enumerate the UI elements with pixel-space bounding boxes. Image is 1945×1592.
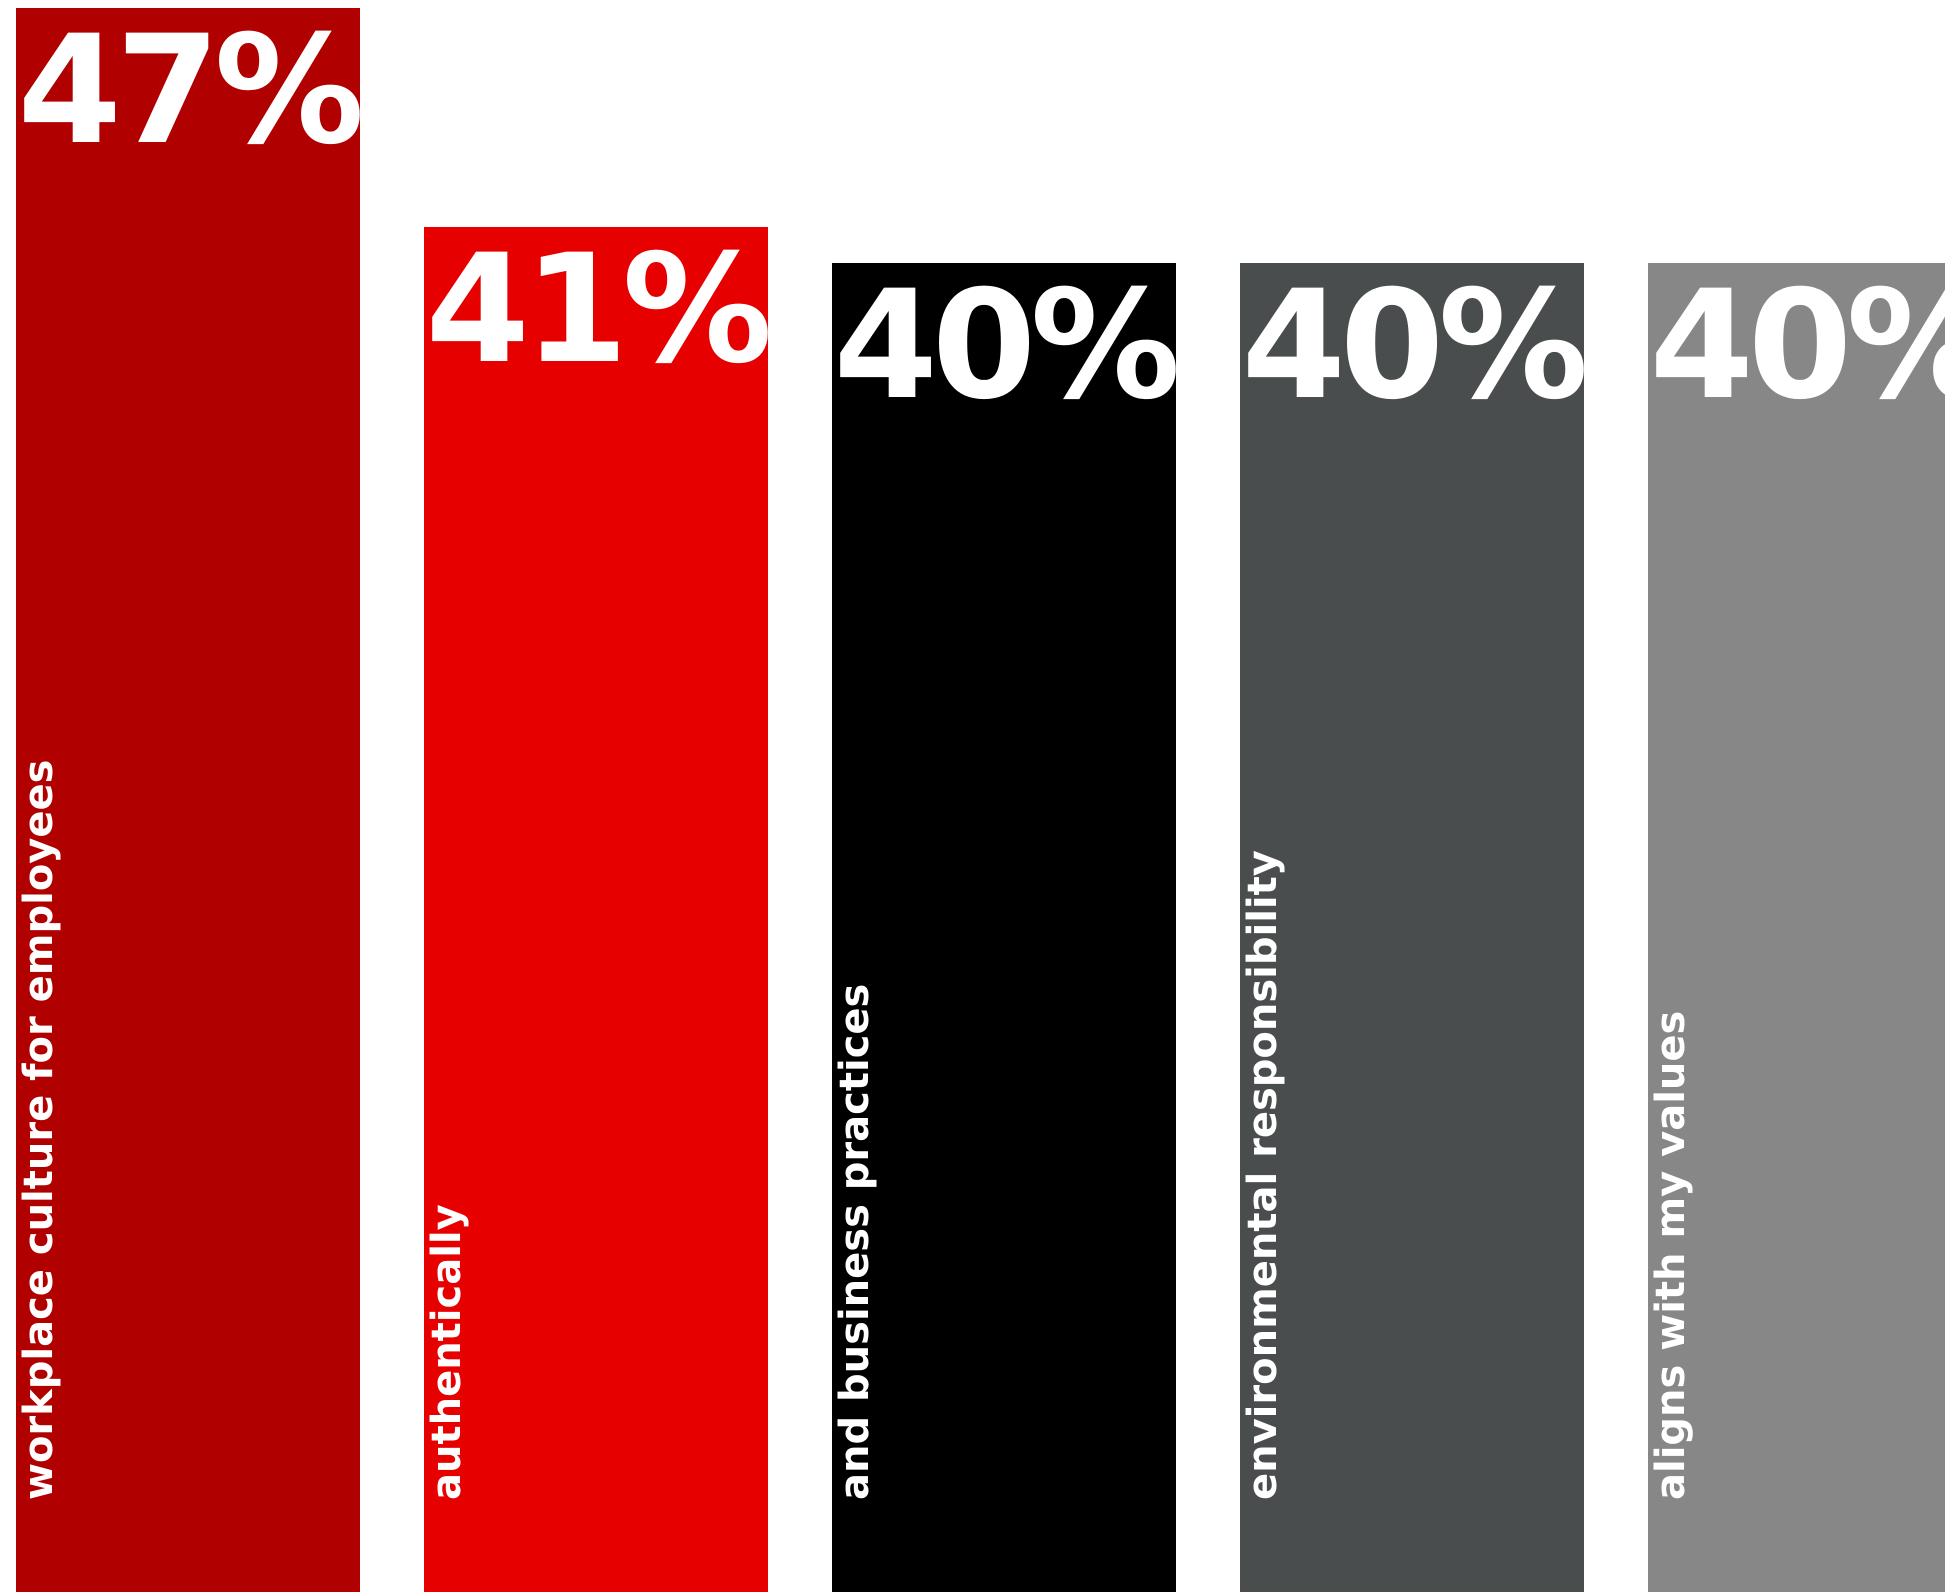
bar-category-label: Core company values that are communicate…	[424, 1204, 470, 1500]
bar-category-label: Adherence to ethical standards and busin…	[832, 983, 878, 1500]
bar-4: 40% A clear commitment to environmental r…	[1240, 263, 1584, 1592]
bar-category-label: Responding to current events and challen…	[1648, 1010, 1694, 1500]
bar-value-label: 40%	[1649, 263, 1945, 433]
bar-5: 40% Responding to current events and chal…	[1648, 263, 1945, 1592]
bar-value-label: 40%	[1241, 263, 1584, 433]
bar-category-label: A positive and inclusive workplace cultu…	[16, 759, 62, 1500]
bar-1: 47% A positive and inclusive workplace cu…	[16, 8, 360, 1592]
bar-value-label: 40%	[833, 263, 1176, 433]
bar-category-label: A clear commitment to environmental resp…	[1240, 850, 1286, 1500]
bar-3: 40% Adherence to ethical standards and bu…	[832, 263, 1176, 1592]
bar-value-label: 47%	[17, 8, 360, 178]
bar-value-label: 41%	[425, 227, 768, 397]
bar-2: 41% Core company values that are communic…	[424, 227, 768, 1592]
